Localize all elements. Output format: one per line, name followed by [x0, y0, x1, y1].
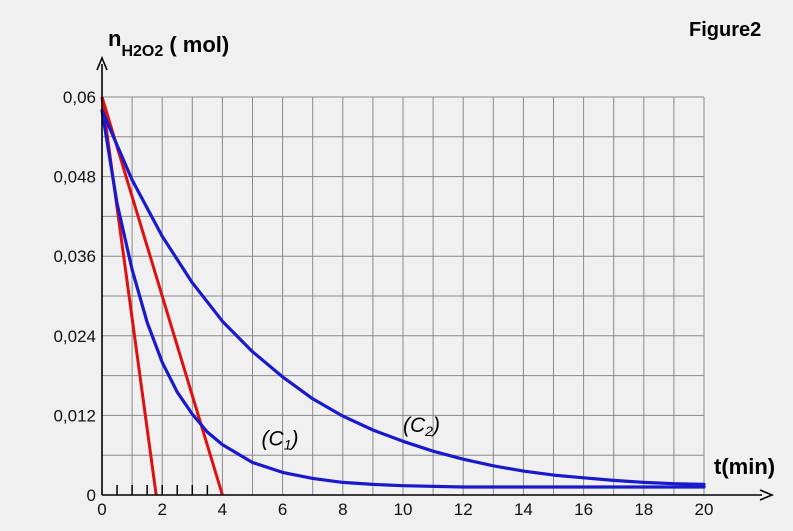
- y-axis-label-main: n: [108, 26, 121, 51]
- series-curve-1: [100, 108, 706, 489]
- curve-annotations: (C1) (C2): [262, 414, 440, 452]
- y-axis-label: nH2O2 ( mol): [108, 26, 229, 60]
- y-tick-label: 0: [87, 486, 96, 505]
- x-tick-label: 4: [218, 500, 227, 519]
- x-tick-label: 20: [695, 500, 714, 519]
- tangent-line-2: [100, 96, 224, 496]
- y-axis-arrow: [96, 55, 108, 71]
- axes: [96, 55, 775, 501]
- x-axis-label: t(min): [714, 454, 775, 479]
- x-tick-label: 14: [514, 500, 533, 519]
- y-tick-label: 0,024: [53, 327, 96, 346]
- curve-label-2: (C2): [403, 414, 440, 439]
- y-tick-label: 0,048: [53, 168, 96, 187]
- x-tick-label: 10: [394, 500, 413, 519]
- figure-title: Figure2: [689, 19, 761, 41]
- x-tick-label: 18: [634, 500, 653, 519]
- y-tick-label: 0,06: [63, 88, 96, 107]
- x-tick-label: 16: [574, 500, 593, 519]
- y-axis-label-unit: ( mol): [163, 32, 229, 57]
- x-tick-label: 12: [454, 500, 473, 519]
- x-tick-label: 6: [278, 500, 287, 519]
- grid: [102, 96, 705, 495]
- series-curves: [100, 108, 706, 489]
- x-tick-label: 8: [338, 500, 347, 519]
- y-tick-label: 0,012: [53, 406, 96, 425]
- tick-labels: 0 2 4 6 8 10 12 14 16 18 20 0 0,012 0,024 0,036 0,048 0,…: [53, 88, 713, 519]
- x-tick-label: 2: [157, 500, 166, 519]
- y-tick-label: 0,036: [53, 247, 96, 266]
- y-axis-label-sub: H2O2: [121, 43, 163, 60]
- series-curve-2: [100, 108, 706, 486]
- curve-label-1: (C1): [262, 427, 299, 452]
- x-tick-label: 0: [97, 500, 106, 519]
- x-axis-arrow: [759, 489, 775, 501]
